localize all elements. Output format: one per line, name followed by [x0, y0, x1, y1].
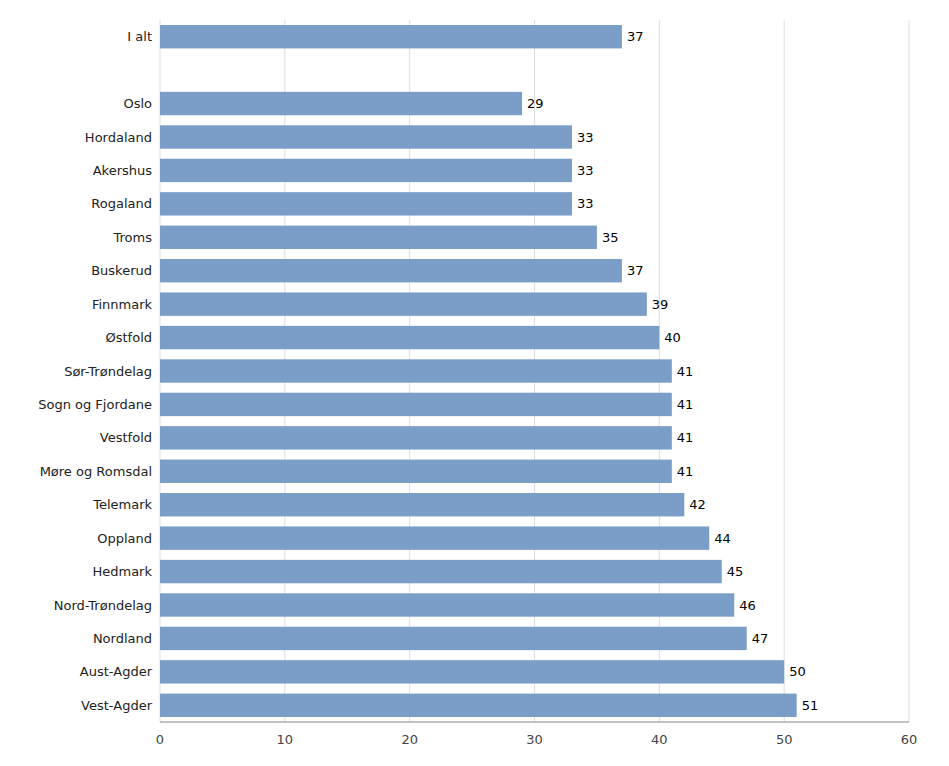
category-label: Buskerud — [91, 263, 152, 278]
bar — [160, 326, 659, 349]
x-axis-line — [160, 722, 909, 723]
data-label: 44 — [714, 531, 731, 546]
category-label: Akershus — [93, 163, 153, 178]
data-label: 37 — [627, 263, 644, 278]
grid-line — [909, 20, 910, 722]
plot-background — [160, 20, 909, 722]
category-label: Vestfold — [100, 430, 152, 445]
category-label: Sør-Trøndelag — [64, 364, 152, 379]
bar — [160, 460, 672, 483]
data-label: 37 — [627, 29, 644, 44]
data-label: 41 — [677, 430, 694, 445]
data-label: 42 — [689, 497, 706, 512]
data-label: 41 — [677, 464, 694, 479]
data-label: 50 — [789, 664, 806, 679]
category-label: Oslo — [123, 96, 152, 111]
bar — [160, 627, 747, 650]
bar — [160, 192, 572, 215]
data-label: 39 — [652, 297, 669, 312]
category-label: I alt — [127, 29, 152, 44]
x-tick-label: 0 — [156, 732, 164, 747]
category-label: Hedmark — [92, 564, 152, 579]
category-label: Aust-Agder — [80, 664, 153, 679]
bar — [160, 226, 597, 249]
category-label: Telemark — [92, 497, 152, 512]
bar — [160, 593, 734, 616]
x-tick-label: 50 — [776, 732, 793, 747]
bar — [160, 526, 709, 549]
bar — [160, 393, 672, 416]
data-label: 41 — [677, 397, 694, 412]
x-tick-label: 10 — [277, 732, 294, 747]
bar — [160, 359, 672, 382]
data-label: 41 — [677, 364, 694, 379]
x-tick-label: 60 — [901, 732, 918, 747]
category-label: Sogn og Fjordane — [38, 397, 152, 412]
category-label: Nordland — [93, 631, 152, 646]
category-label: Hordaland — [85, 130, 152, 145]
chart: 0 10 20 30 40 50 60 I alt Oslo Hordaland Akershus R… — [0, 0, 949, 766]
data-label: 45 — [727, 564, 744, 579]
bar — [160, 694, 797, 717]
bar — [160, 660, 784, 683]
bar — [160, 292, 647, 315]
data-label: 35 — [602, 230, 619, 245]
x-tick-label: 20 — [401, 732, 418, 747]
bar — [160, 259, 622, 282]
x-tick-label: 40 — [651, 732, 668, 747]
grid-line — [784, 20, 785, 722]
data-label: 33 — [577, 130, 594, 145]
bar — [160, 159, 572, 182]
data-label: 46 — [739, 598, 756, 613]
category-label: Oppland — [97, 531, 152, 546]
category-label: Møre og Romsdal — [40, 464, 152, 479]
x-tick-label: 30 — [526, 732, 543, 747]
data-label: 33 — [577, 163, 594, 178]
category-label: Finnmark — [92, 297, 153, 312]
data-label: 47 — [752, 631, 769, 646]
bar — [160, 125, 572, 148]
bar — [160, 426, 672, 449]
data-label: 33 — [577, 196, 594, 211]
chart-container: 0 10 20 30 40 50 60 I alt Oslo Hordaland Akershus R… — [0, 0, 949, 766]
data-label: 40 — [664, 330, 681, 345]
bars — [160, 25, 797, 717]
category-label: Vest-Agder — [81, 698, 153, 713]
category-label: Østfold — [106, 330, 153, 345]
bar — [160, 493, 684, 516]
grid — [160, 20, 909, 722]
bar — [160, 25, 622, 48]
category-label: Nord-Trøndelag — [54, 598, 152, 613]
category-label: Rogaland — [91, 196, 152, 211]
data-label: 51 — [802, 698, 819, 713]
bar — [160, 92, 522, 115]
data-label: 29 — [527, 96, 544, 111]
bar — [160, 560, 722, 583]
category-label: Troms — [113, 230, 153, 245]
